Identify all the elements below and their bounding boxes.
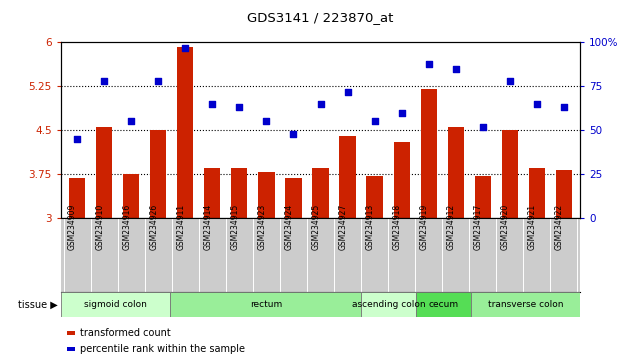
Text: GSM234914: GSM234914 <box>203 204 212 250</box>
Point <box>397 110 407 115</box>
Text: GSM234913: GSM234913 <box>365 204 374 250</box>
Point <box>153 78 163 84</box>
Text: GSM234910: GSM234910 <box>95 204 104 250</box>
Text: GSM234925: GSM234925 <box>312 204 320 250</box>
Point <box>559 104 569 110</box>
Text: GSM234926: GSM234926 <box>149 204 158 250</box>
Text: transverse colon: transverse colon <box>488 300 563 309</box>
Text: GSM234922: GSM234922 <box>555 204 564 250</box>
Bar <box>171 292 362 317</box>
Point <box>180 45 190 51</box>
Text: transformed count: transformed count <box>80 328 171 338</box>
Text: GSM234918: GSM234918 <box>393 204 402 250</box>
Bar <box>177 47 194 218</box>
Bar <box>150 130 167 218</box>
Point <box>532 101 542 107</box>
Bar <box>69 178 85 218</box>
Bar <box>556 170 572 218</box>
Text: GSM234915: GSM234915 <box>230 204 239 250</box>
Bar <box>340 136 356 218</box>
Text: GSM234911: GSM234911 <box>176 204 185 250</box>
Bar <box>367 176 383 218</box>
Point <box>369 119 379 124</box>
Text: ascending colon: ascending colon <box>352 300 426 309</box>
Point <box>126 119 137 124</box>
Bar <box>447 127 464 218</box>
Bar <box>96 127 112 218</box>
Bar <box>502 130 518 218</box>
Point <box>234 104 244 110</box>
Bar <box>204 168 221 218</box>
Bar <box>470 292 580 317</box>
Text: tissue ▶: tissue ▶ <box>18 299 58 309</box>
Text: percentile rank within the sample: percentile rank within the sample <box>80 344 245 354</box>
Text: GSM234917: GSM234917 <box>474 204 483 250</box>
Text: GSM234927: GSM234927 <box>338 204 347 250</box>
Bar <box>285 178 301 218</box>
Point <box>478 124 488 130</box>
Text: sigmoid colon: sigmoid colon <box>84 300 147 309</box>
Text: GSM234916: GSM234916 <box>122 204 131 250</box>
Point <box>262 119 272 124</box>
Text: GDS3141 / 223870_at: GDS3141 / 223870_at <box>247 11 394 24</box>
Point <box>504 78 515 84</box>
Bar <box>231 168 247 218</box>
Bar <box>416 292 470 317</box>
Text: GSM234919: GSM234919 <box>420 204 429 250</box>
Text: GSM234923: GSM234923 <box>258 204 267 250</box>
Point <box>72 136 82 142</box>
Text: cecum: cecum <box>428 300 458 309</box>
Point <box>207 101 217 107</box>
Point <box>342 89 353 95</box>
Bar <box>258 172 274 218</box>
Text: GSM234921: GSM234921 <box>528 204 537 250</box>
Bar <box>123 174 139 218</box>
Text: GSM234920: GSM234920 <box>501 204 510 250</box>
Text: GSM234912: GSM234912 <box>447 204 456 250</box>
Point <box>288 131 299 136</box>
Bar <box>362 292 416 317</box>
Bar <box>394 142 410 218</box>
Bar <box>420 89 437 218</box>
Text: GSM234924: GSM234924 <box>285 204 294 250</box>
Bar <box>529 168 545 218</box>
Text: GSM234909: GSM234909 <box>68 204 77 250</box>
Point <box>451 66 461 72</box>
Point <box>424 61 434 66</box>
Bar <box>61 292 171 317</box>
Point <box>99 78 109 84</box>
Bar <box>312 168 329 218</box>
Text: rectum: rectum <box>250 300 282 309</box>
Point <box>315 101 326 107</box>
Bar <box>474 176 491 218</box>
